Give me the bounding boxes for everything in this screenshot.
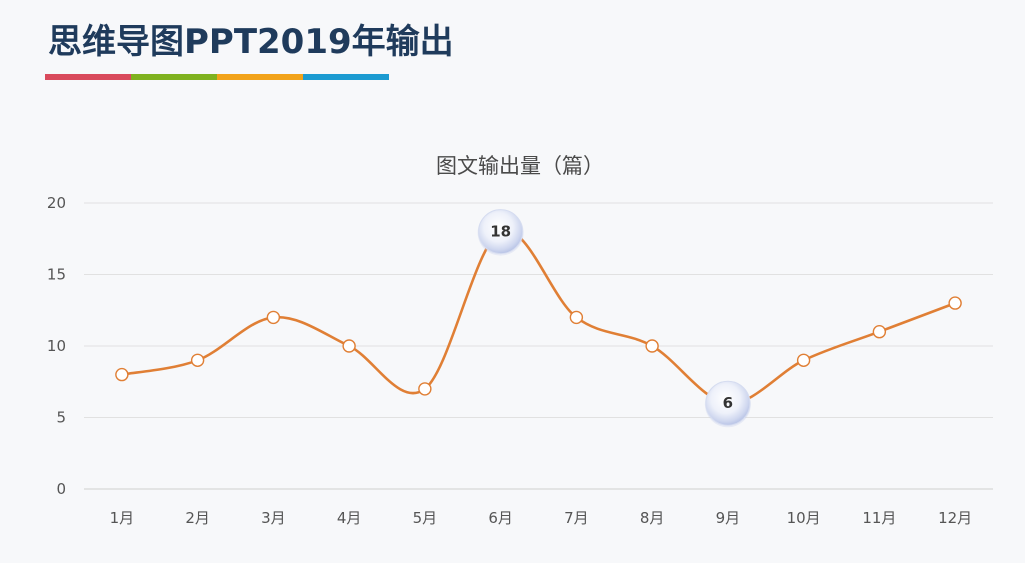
x-tick-label: 1月 <box>110 509 135 527</box>
x-tick-label: 12月 <box>938 509 972 527</box>
x-tick-label: 8月 <box>640 509 665 527</box>
underline-segment <box>131 74 217 80</box>
y-tick-label: 5 <box>56 409 66 427</box>
y-tick-label: 0 <box>56 480 66 498</box>
data-point <box>418 382 432 396</box>
x-tick-label: 9月 <box>716 509 741 527</box>
x-tick-label: 3月 <box>261 509 286 527</box>
data-label: 6 <box>723 394 733 412</box>
x-tick-label: 2月 <box>185 509 210 527</box>
data-point <box>569 310 584 325</box>
underline-segment <box>45 74 131 80</box>
x-tick-label: 11月 <box>862 509 896 527</box>
title-underline <box>45 74 389 80</box>
data-point <box>115 367 129 382</box>
underline-segment <box>303 74 389 80</box>
y-tick-label: 15 <box>47 266 66 284</box>
x-tick-label: 6月 <box>488 509 513 527</box>
page-title: 思维导图PPT2019年输出 <box>48 22 454 62</box>
highlight-bubble <box>478 209 524 255</box>
x-tick-label: 4月 <box>337 509 362 527</box>
highlight-bubble <box>705 380 751 426</box>
data-point <box>948 296 962 310</box>
data-point <box>872 325 887 339</box>
data-point <box>645 339 659 353</box>
data-point <box>190 353 205 367</box>
x-tick-label: 10月 <box>787 509 821 527</box>
data-point <box>342 339 356 353</box>
underline-segment <box>217 74 303 80</box>
series-line <box>121 229 956 405</box>
x-tick-label: 5月 <box>413 509 438 527</box>
chart-title: 图文输出量（篇） <box>436 154 604 178</box>
y-tick-label: 10 <box>47 337 66 355</box>
x-tick-label: 7月 <box>564 509 589 527</box>
y-tick-label: 20 <box>47 194 66 212</box>
data-point <box>266 310 281 325</box>
data-point <box>796 353 811 367</box>
data-label: 18 <box>490 223 511 241</box>
